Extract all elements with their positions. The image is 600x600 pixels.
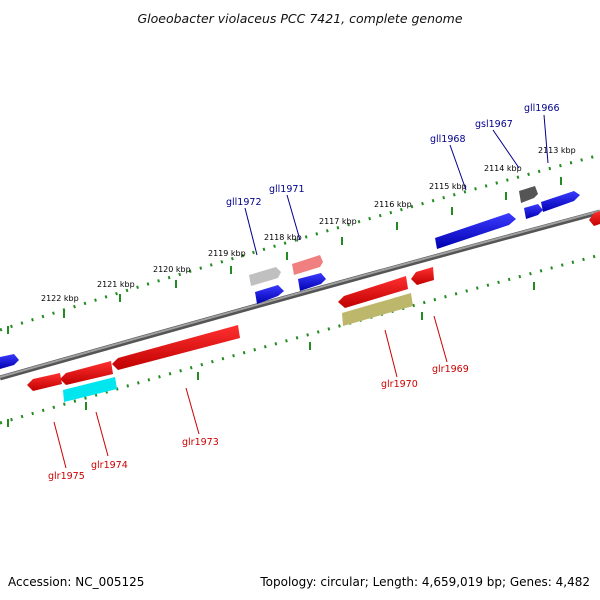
gene-glr1969[interactable]: [411, 267, 434, 285]
gene-label: glr1969: [432, 364, 469, 375]
gene-label: glr1970: [381, 379, 418, 390]
scale-label: 2118 kbp: [264, 233, 302, 242]
gene-gll1968[interactable]: [435, 213, 516, 249]
map-title: Gloeobacter violaceus PCC 7421, complete…: [137, 11, 462, 26]
scale-label: 2119 kbp: [208, 249, 246, 258]
gene-label: gll1966: [524, 103, 560, 114]
forward-gene-labels: gll1966 gsl1967 gll1968 gll1971 gll1972: [226, 103, 560, 256]
scale-label: 2121 kbp: [97, 280, 135, 289]
genome-summary-text: Topology: circular; Length: 4,659,019 bp…: [259, 575, 590, 589]
gene-gsl1967[interactable]: [524, 204, 543, 219]
gene-label: glr1973: [182, 437, 219, 448]
gene-gray[interactable]: [249, 267, 281, 286]
gene-partial-right[interactable]: [589, 211, 600, 226]
reverse-genes: [27, 211, 600, 402]
major-ticks: [7, 177, 562, 427]
gene-partial-left[interactable]: [0, 354, 19, 369]
gene-gll1971[interactable]: [298, 273, 326, 291]
gene-glr1970[interactable]: [338, 276, 408, 308]
reverse-gene-labels: glr1969 glr1970 glr1973 glr1974 glr1975: [48, 315, 469, 482]
gene-glr1975[interactable]: [27, 373, 62, 391]
accession-text: Accession: NC_005125: [8, 575, 144, 589]
gene-label: gll1972: [226, 197, 262, 208]
gene-label: gll1968: [430, 134, 466, 145]
gene-glr1973[interactable]: [112, 325, 240, 370]
scale-labels: 2113 kbp 2114 kbp 2115 kbp 2116 kbp 2117…: [41, 146, 576, 303]
scale-label: 2122 kbp: [41, 294, 79, 303]
scale-track-forward: [0, 153, 600, 332]
forward-genes: [0, 186, 580, 369]
gene-label: glr1975: [48, 471, 85, 482]
gene-dark[interactable]: [519, 186, 538, 203]
gene-label: glr1974: [91, 460, 128, 471]
scale-label: 2120 kbp: [153, 265, 191, 274]
scale-label: 2117 kbp: [319, 217, 357, 226]
gene-label: gsl1967: [475, 119, 513, 130]
scale-label: 2116 kbp: [374, 200, 412, 209]
gene-gll1972[interactable]: [255, 285, 284, 304]
gene-gll1966[interactable]: [541, 191, 580, 212]
gene-olive[interactable]: [342, 293, 413, 326]
scale-label: 2113 kbp: [538, 146, 576, 155]
gene-pink[interactable]: [292, 255, 323, 275]
gene-cyan[interactable]: [63, 377, 117, 402]
gene-glr1974[interactable]: [60, 361, 113, 385]
scale-label: 2115 kbp: [429, 182, 467, 191]
gene-label: gll1971: [269, 184, 305, 195]
scale-label: 2114 kbp: [484, 164, 522, 173]
